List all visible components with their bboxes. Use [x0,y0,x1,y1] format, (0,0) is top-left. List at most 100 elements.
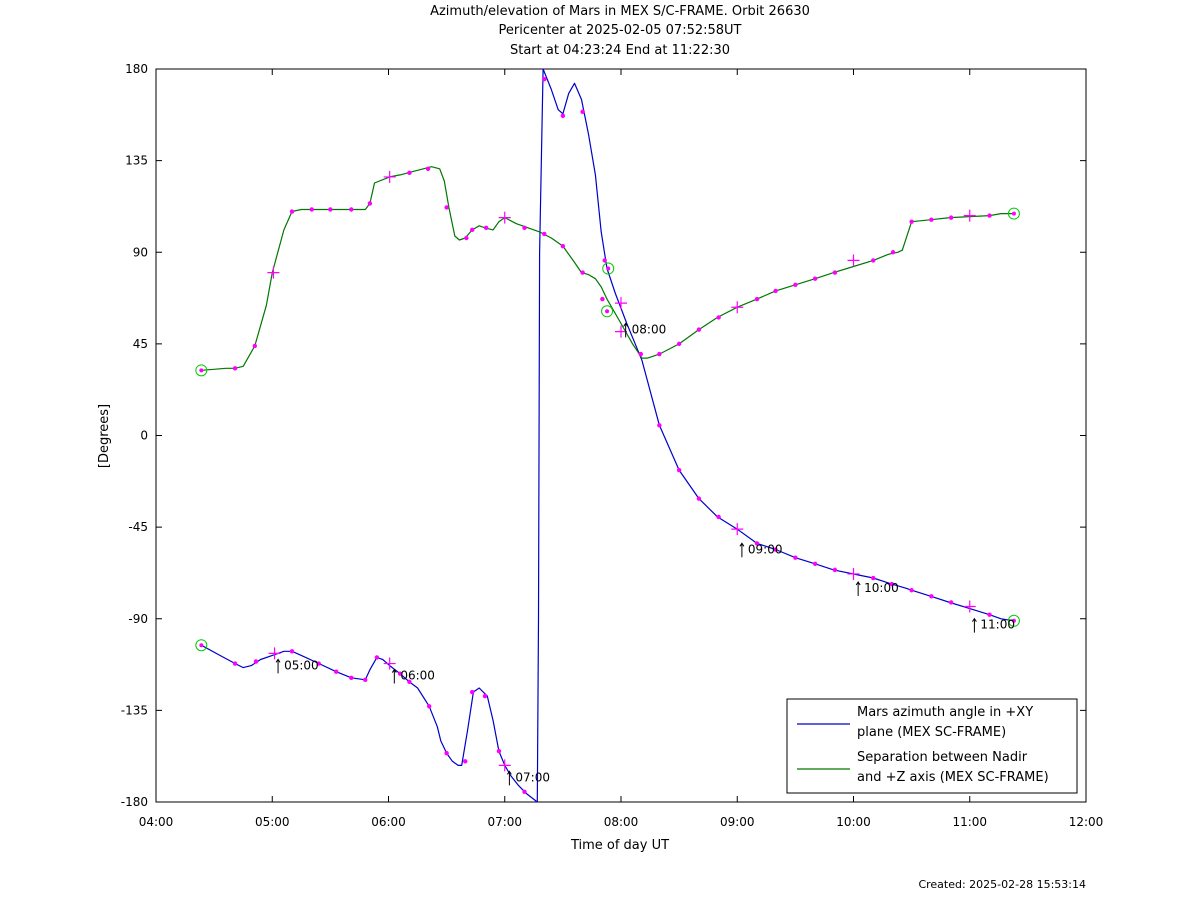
endpoint-circle-marker [1007,614,1020,627]
data-point-marker [909,588,914,593]
series-lines [201,68,1014,803]
x-tick-label: 11:00 [952,815,987,829]
endpoint-circle-marker [601,305,614,318]
data-point-marker [496,748,502,754]
data-point-marker [542,76,547,82]
data-point-marker [929,594,934,599]
data-point-marker [349,207,354,212]
data-point-marker [253,659,259,664]
legend-box [786,698,1078,794]
x-tick-label: 04:00 [139,815,174,829]
endpoint-dot [606,266,611,271]
y-tick-label: 90 [133,245,148,259]
y-tick-label: -135 [121,703,148,717]
time-annotation-arrow [971,617,977,633]
data-point-marker [948,215,954,220]
hour-plus-marker [615,297,627,310]
markers [195,76,1020,795]
data-point-marker [425,166,431,171]
y-tick-label: 45 [133,337,148,351]
y-tick-label: -180 [121,795,148,809]
data-point-marker [676,341,682,347]
y-tick-label: 180 [125,62,148,76]
x-tick-label: 12:00 [1069,815,1104,829]
data-point-marker [232,661,238,666]
data-point-marker [580,270,585,275]
data-point-marker [374,655,380,660]
data-point-marker [716,315,721,320]
data-point-marker [470,689,475,695]
data-point-marker [483,225,489,231]
time-annotation-arrow [275,658,281,674]
data-point-marker [232,366,238,371]
data-point-marker [987,612,992,617]
data-point-marker [696,496,702,501]
endpoint-circle-marker [602,262,615,275]
axis-ticks: 04:00 05:00 06:00 07:00 08:00 09:00 10:00 11:00… [121,62,1104,829]
data-point-marker [289,209,295,214]
data-point-marker [560,243,566,249]
time-annotation-label: 09:00 [748,542,783,556]
time-annotation-arrow [623,322,629,338]
data-point-marker [793,555,798,560]
data-point-marker [773,547,778,552]
data-point-marker [676,467,682,473]
data-point-marker [812,276,818,281]
data-point-marker [363,677,368,683]
legend-entry-text: and +Z axis (MEX SC-FRAME) [857,770,1049,785]
x-tick-label: 08:00 [604,815,639,829]
data-point-marker [716,514,721,520]
chart-title-line-1: Azimuth/elevation of Mars in MEX S/C-FRA… [430,4,810,19]
hour-plus-marker [267,266,280,279]
data-point-marker [987,213,992,218]
endpoint-circle-marker [195,364,208,377]
time-annotation-arrow [739,542,745,558]
time-annotation-label: 07:00 [515,770,550,784]
azimuth-series-line [536,68,1014,803]
time-annotation-label: 11:00 [980,618,1015,632]
time-annotation-label: 06:00 [400,669,435,683]
data-point-marker [812,561,818,566]
data-point-marker [948,600,954,605]
x-tick-label: 07:00 [487,815,522,829]
data-point-marker [482,693,488,699]
time-annotation-arrow [391,668,397,684]
data-point-marker [580,109,585,114]
data-point-marker [407,679,412,685]
hour-plus-marker [615,325,627,338]
hour-plus-marker [963,209,976,222]
plot-area-border [155,68,1087,803]
data-point-marker [470,227,475,233]
data-point-marker [316,661,321,666]
y-axis-label: [Degrees] [97,404,112,468]
data-point-marker [397,671,403,676]
data-point-marker [426,704,432,709]
legend-entry-text: Mars azimuth angle in +XY [857,705,1033,720]
data-point-marker [890,250,896,255]
endpoint-circle-marker [195,639,208,652]
time-annotation-arrow [506,770,512,786]
chart-title-line-3: Start at 04:23:24 End at 11:22:30 [509,43,731,58]
hour-plus-marker [383,657,396,670]
time-annotations: 05:00 06:00 07:00 08:00 09:00 10:00 11:00 [275,322,1015,786]
time-annotation-label: 08:00 [632,322,667,336]
x-tick-label: 06:00 [371,815,406,829]
time-annotation-arrow [855,581,861,596]
data-point-marker [832,270,838,275]
hour-plus-marker [268,647,281,660]
created-timestamp: Created: 2025-02-28 15:53:14 [918,878,1086,891]
legend: Mars azimuth angle in +XY plane (MEX SC-F… [786,698,1078,794]
endpoint-circle-marker [1007,207,1020,220]
endpoint-dot [605,309,610,314]
data-point-marker [602,258,607,263]
data-point-marker [600,296,605,302]
data-point-marker [657,351,662,357]
data-point-marker [289,649,295,654]
data-point-marker [309,207,314,212]
data-point-marker [754,296,760,302]
data-point-marker [929,217,934,222]
data-point-marker [560,113,566,119]
time-annotation-label: 05:00 [284,658,319,672]
data-point-marker [793,282,798,288]
